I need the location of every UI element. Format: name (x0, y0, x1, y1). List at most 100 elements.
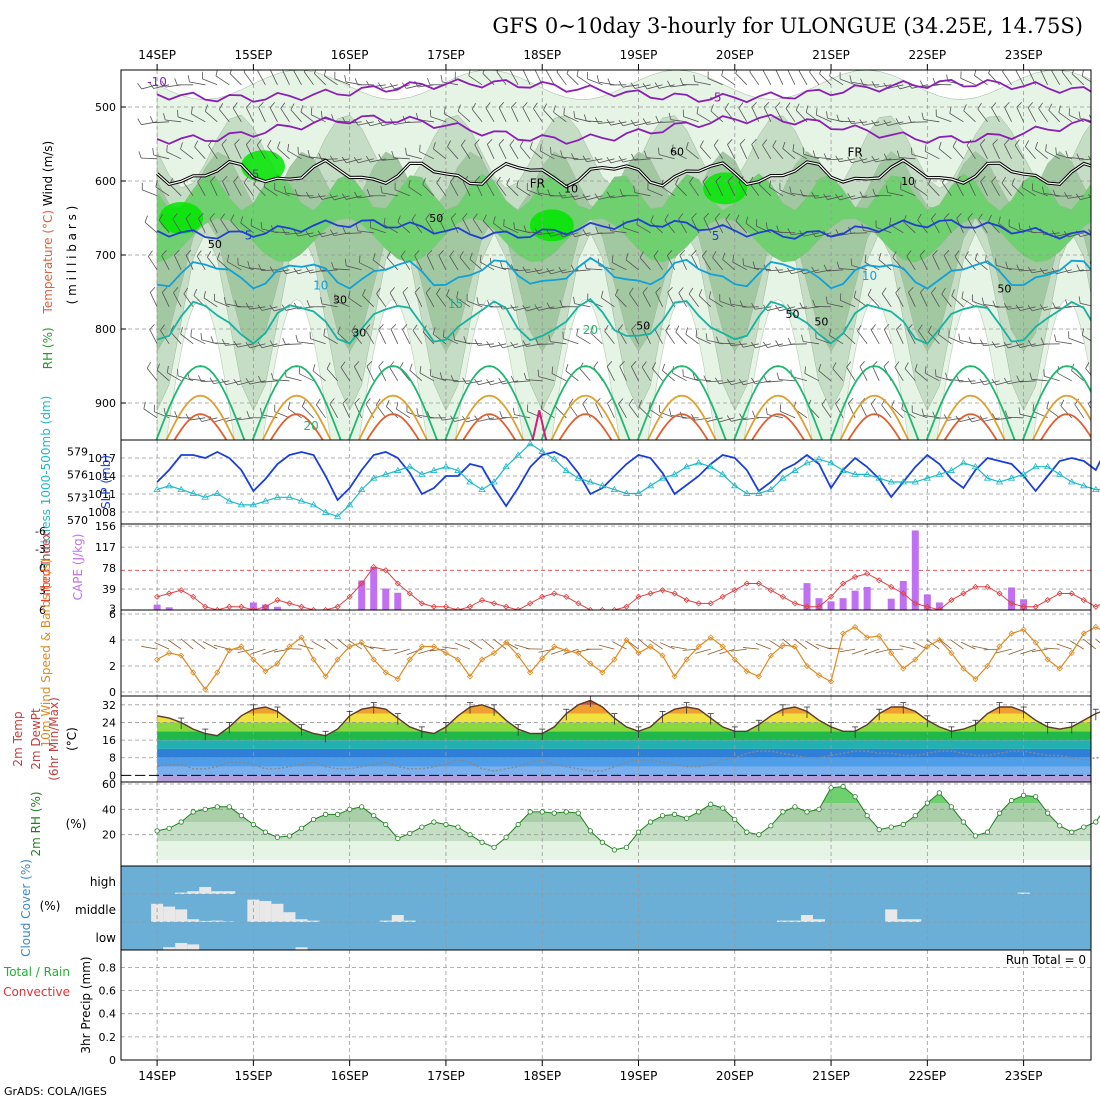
wind-barb (948, 336, 964, 345)
wind-barb-flag (149, 82, 154, 89)
wind-barb (654, 329, 663, 344)
wind-barb-flag (323, 328, 326, 336)
precip-panel: 00.20.40.60.8 Run Total = 0 Total / Rain… (3, 949, 1092, 1067)
wind-barb-flag (667, 80, 672, 88)
wind-barb (718, 380, 735, 385)
wind-barb-flag (487, 300, 491, 308)
wind-barb (1043, 193, 1060, 197)
warm-contour (165, 394, 236, 440)
wind-barb (147, 256, 158, 271)
wind-barb (815, 156, 832, 160)
wind10m-barb (839, 648, 856, 653)
wind10m-point (924, 643, 931, 650)
wind-barb (483, 220, 495, 234)
wind-barb (514, 414, 531, 419)
rh-fill-layer (156, 70, 1091, 440)
wind-barb (450, 218, 459, 233)
wind-barb (1019, 380, 1036, 383)
wind-barb-flag (931, 287, 937, 294)
wind-barb-flag (312, 364, 316, 372)
wind-barb-flag (829, 328, 832, 336)
wind-barb (755, 306, 771, 310)
thickness-point (755, 489, 763, 496)
thickness-point (1068, 478, 1076, 485)
wind-barb-flag (426, 249, 433, 256)
wind-barb (722, 259, 736, 271)
rh2m-unit: (%) (66, 817, 87, 831)
wind-barb (863, 121, 880, 126)
wind-barb (938, 334, 952, 345)
wind-barb (397, 221, 411, 234)
wind-barb (233, 181, 242, 196)
wind10m-point (671, 673, 678, 680)
wind-barb-flag (594, 156, 600, 164)
temp-tick-label: 16 (102, 734, 116, 747)
cloud-bar-mid (897, 919, 910, 922)
wind10m-barb (670, 646, 687, 650)
wind-barb (887, 121, 904, 127)
wind-barb (153, 154, 170, 160)
li-tick-label: 3 (39, 584, 46, 597)
wind-barb (996, 264, 1012, 271)
rh2m-point (1093, 819, 1099, 825)
wind-barb (642, 292, 651, 307)
date-label-bottom: 16SEP (331, 1069, 369, 1083)
wind-barb (709, 297, 723, 308)
clear-air-region (262, 299, 332, 440)
wind-barb (221, 144, 230, 159)
wind10m-barb (298, 644, 314, 650)
wind-barb (261, 306, 278, 311)
wind-barb (419, 151, 435, 160)
wind-barb-flag (220, 213, 225, 220)
wind-barb-flag (438, 413, 443, 421)
cape-bar (370, 567, 378, 610)
wind-barb-flag (246, 411, 250, 418)
wind-barb (638, 406, 651, 419)
wind-barb (653, 256, 663, 271)
wind-barb-flag (138, 151, 142, 159)
wind-barb-flag (792, 144, 795, 152)
wind-barb (177, 116, 194, 123)
wind-barb-flag (438, 250, 444, 256)
wind-barb-flag (1052, 302, 1057, 309)
wind-barb (787, 70, 796, 85)
wind-barb-flag (857, 324, 862, 332)
wind10m-barb (960, 641, 976, 650)
wind-barb (1092, 268, 1100, 269)
wind-barb-flag (1002, 70, 1005, 72)
wind10m-barb (983, 648, 1000, 651)
wind-barb (914, 186, 928, 197)
wind-barb (1093, 79, 1100, 84)
wind-barb (574, 195, 591, 200)
li-point (1032, 603, 1039, 610)
wind-barb (143, 408, 158, 419)
thickness-point (526, 440, 534, 447)
wind10m-point (936, 636, 943, 644)
wind-barb-flag (511, 101, 517, 108)
wind-barb (299, 373, 314, 382)
wind-barb-flag (696, 106, 699, 114)
wind-barb-flag (748, 176, 754, 184)
cloud-bar-low (295, 947, 308, 950)
wind-barb (658, 84, 675, 89)
rh2m-point (298, 825, 305, 831)
wind-barb-flag (190, 329, 192, 337)
wind-barb-flag (818, 363, 822, 371)
wind-barb (538, 269, 555, 275)
wind-barb (1025, 146, 1036, 160)
wind-barb (759, 184, 772, 197)
wind-barb (712, 257, 724, 271)
wind-barb (1004, 107, 1012, 122)
wind-barb-flag (257, 341, 263, 348)
rh-label: 50 (786, 308, 800, 321)
wind-barb-flag (148, 250, 153, 257)
upper-ylabel: RH (%) Temperature (°C) Wind (m/s) (41, 141, 55, 370)
wind10m-barb (250, 648, 266, 655)
rh-high-spot (703, 172, 748, 205)
wind10m-point (972, 675, 979, 683)
wind-barb (288, 408, 302, 419)
temp2m-ylabel-3: (6hr Min/Max) (47, 697, 61, 781)
rh-label: 50 (636, 319, 650, 332)
rh2m-point (792, 804, 798, 810)
wind-barb (250, 225, 266, 234)
